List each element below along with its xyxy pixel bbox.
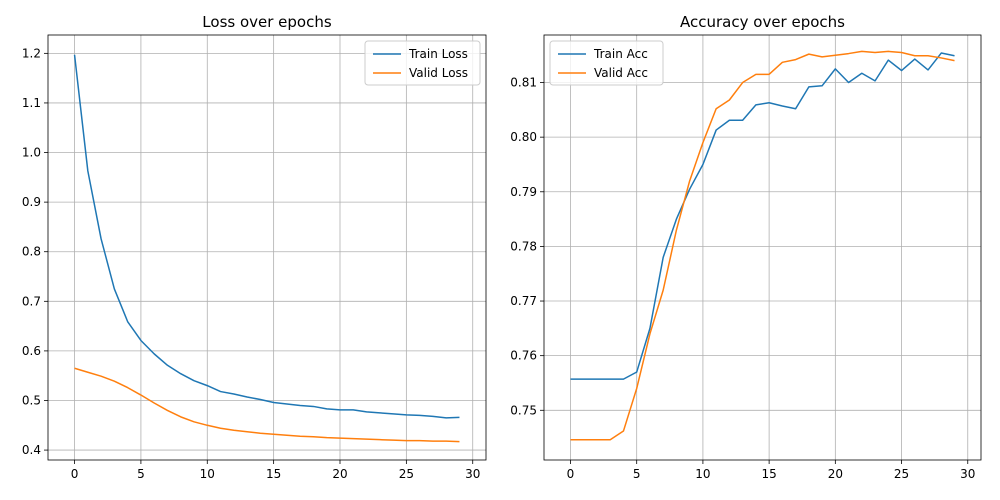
accuracy-ytick-label-5: 0.80 (510, 130, 537, 144)
accuracy-legend-label-train-acc: Train Acc (593, 47, 648, 61)
accuracy-xtick-label-5: 25 (894, 467, 909, 481)
accuracy-plot-frame (543, 34, 982, 461)
loss-series (73, 54, 460, 443)
loss-ytick-label-7: 1.1 (22, 96, 41, 110)
accuracy-ytick-label-6: 0.81 (510, 76, 537, 90)
loss-legend: Train Loss Valid Loss (364, 40, 481, 86)
loss-chart: 0 5 10 15 20 25 300.40.50.60.70.80.91.01.11.2 … (22, 13, 487, 481)
accuracy-line-valid-acc (570, 50, 955, 441)
loss-xtick-label-4: 20 (332, 467, 347, 481)
accuracy-line-train-acc (570, 52, 955, 380)
accuracy-chart-title: Accuracy over epochs (680, 13, 845, 31)
accuracy-ticks: 0 5 10 15 20 25 30 0.75 0.76 0.77 0.78 0.79 0.80 0.81 (510, 76, 975, 481)
accuracy-ytick-label-4: 0.79 (510, 185, 537, 199)
loss-ytick-label-3: 0.7 (22, 294, 41, 308)
accuracy-xtick-label-6: 30 (960, 467, 975, 481)
loss-chart-title: Loss over epochs (202, 13, 332, 31)
loss-xtick-label-5: 25 (399, 467, 414, 481)
accuracy-legend-box (549, 40, 664, 86)
loss-line-train-loss (73, 54, 460, 419)
accuracy-xtick-label-4: 20 (828, 467, 843, 481)
loss-legend-label-train-loss: Train Loss (408, 47, 468, 61)
loss-ytick-label-6: 1.0 (22, 146, 41, 160)
accuracy-ytick-label-2: 0.77 (510, 294, 537, 308)
loss-xtick-label-3: 15 (266, 467, 281, 481)
accuracy-xtick-label-2: 10 (695, 467, 710, 481)
accuracy-series (570, 50, 955, 441)
loss-legend-box (364, 40, 481, 86)
accuracy-xtick-label-1: 5 (633, 467, 641, 481)
accuracy-chart: 0 5 10 15 20 25 30 0.75 0.76 0.77 0.78 0.79 0.80 0.81… (510, 13, 982, 481)
accuracy-ytick-label-0: 0.75 (510, 403, 537, 417)
loss-ytick-label-1: 0.5 (22, 393, 41, 407)
loss-grid (48, 35, 486, 460)
accuracy-legend: Train Acc Valid Acc (549, 40, 664, 86)
loss-ytick-label-2: 0.6 (22, 344, 41, 358)
loss-xtick-label-6: 30 (465, 467, 480, 481)
accuracy-xtick-label-3: 15 (761, 467, 776, 481)
accuracy-grid (544, 35, 981, 460)
loss-ytick-label-5: 0.9 (22, 195, 41, 209)
loss-legend-label-valid-loss: Valid Loss (409, 66, 468, 80)
accuracy-legend-label-valid-acc: Valid Acc (594, 66, 648, 80)
loss-ytick-label-0: 0.4 (22, 443, 41, 457)
loss-line-valid-loss (74, 367, 460, 443)
accuracy-xtick-label-0: 0 (567, 467, 575, 481)
loss-xtick-label-1: 5 (137, 467, 145, 481)
loss-ticks: 0 5 10 15 20 25 30 0.4 0.5 0.6 0.7 0.8 0.9 1.0 1.1 1.2 (22, 46, 480, 481)
loss-xtick-label-2: 10 (200, 467, 215, 481)
loss-ytick-label-4: 0.8 (22, 245, 41, 259)
loss-xtick-label-0: 0 (71, 467, 79, 481)
loss-ytick-label-8: 1.2 (22, 46, 41, 60)
loss-plot-frame (47, 34, 487, 461)
accuracy-ytick-label-3: 0.78 (510, 239, 537, 253)
accuracy-ytick-label-1: 0.76 (510, 349, 537, 363)
